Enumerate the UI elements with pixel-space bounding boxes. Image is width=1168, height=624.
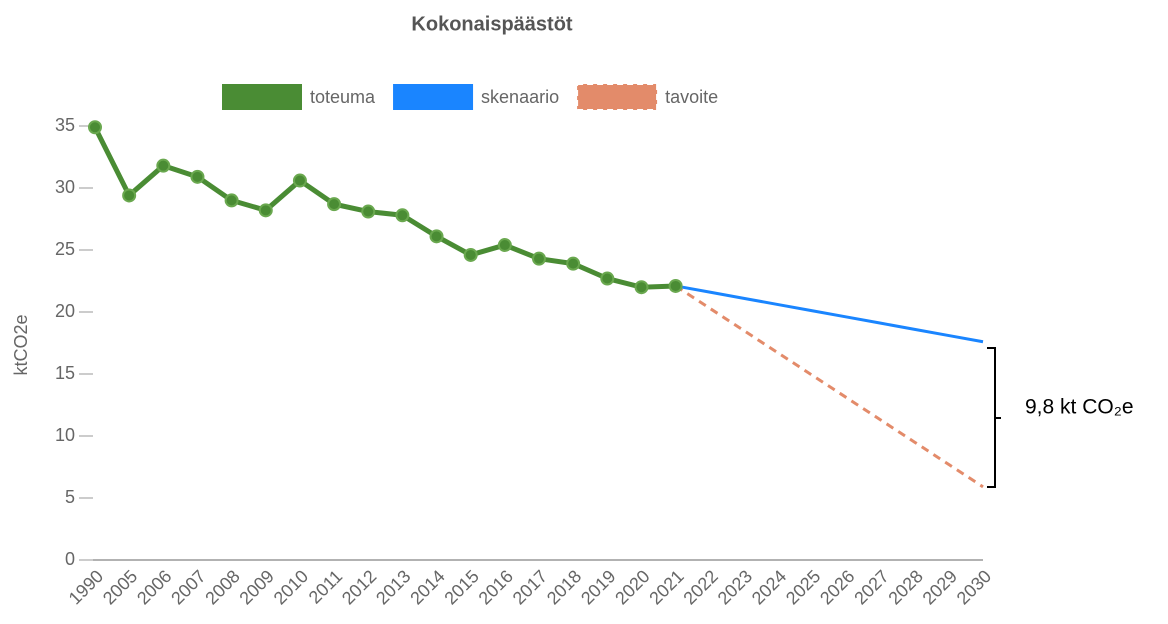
x-tick-label: 2022 — [679, 566, 721, 608]
x-tick-label: 2030 — [953, 566, 995, 608]
x-tick-label: 2017 — [509, 566, 551, 608]
x-tick-label: 2028 — [884, 566, 926, 608]
x-tick-label: 2007 — [167, 566, 209, 608]
marker — [600, 271, 615, 286]
y-tick-label: 10 — [55, 425, 75, 445]
x-tick-label: 2014 — [406, 566, 448, 608]
x-tick-label: 2018 — [543, 566, 585, 608]
marker — [292, 173, 307, 188]
marker — [429, 229, 444, 244]
legend-swatch — [576, 83, 659, 111]
x-tick-label: 2020 — [611, 566, 653, 608]
marker — [122, 188, 137, 203]
marker — [566, 256, 581, 271]
y-tick-label: 35 — [55, 115, 75, 135]
x-tick-label: 2006 — [133, 566, 175, 608]
legend-label: skenaario — [481, 87, 559, 107]
y-tick-label: 15 — [55, 363, 75, 383]
series-line — [674, 284, 984, 489]
marker — [190, 169, 205, 184]
y-tick-label: 25 — [55, 239, 75, 259]
marker — [395, 208, 410, 223]
marker — [532, 251, 546, 266]
x-tick-label: 2019 — [577, 566, 619, 608]
marker — [258, 203, 273, 218]
y-tick-label: 30 — [55, 177, 75, 197]
x-tick-label: 2013 — [372, 566, 414, 608]
legend-label: tavoite — [665, 87, 718, 107]
series-line — [675, 284, 984, 344]
x-tick-label: 2008 — [201, 566, 243, 608]
x-tick-label: 2010 — [270, 566, 312, 608]
legend-swatch — [393, 84, 474, 110]
marker — [463, 247, 478, 262]
x-tick-label: 2025 — [782, 566, 824, 608]
legend-label: toteuma — [310, 87, 376, 107]
series-line — [92, 126, 676, 290]
x-tick-label: 2029 — [919, 566, 961, 608]
marker — [361, 204, 376, 219]
x-tick-label: 2009 — [235, 566, 277, 608]
x-tick-label: 2024 — [748, 566, 790, 608]
marker — [497, 238, 512, 253]
x-tick-label: 2012 — [338, 566, 380, 608]
x-tick-label: 2026 — [816, 566, 858, 608]
annotation: 9,8 kt CO₂e — [1025, 396, 1134, 419]
bracket — [987, 347, 1001, 488]
x-tick-label: 2016 — [475, 566, 517, 608]
y-tick-label: 5 — [65, 487, 75, 507]
marker — [327, 197, 342, 212]
marker — [156, 158, 171, 173]
marker — [224, 193, 239, 208]
marker — [88, 120, 102, 135]
marker — [668, 278, 683, 293]
x-tick-label: 2011 — [305, 566, 347, 608]
x-tick-label: 2015 — [440, 566, 482, 608]
x-tick-label: 1990 — [65, 566, 107, 608]
y-axis-label: ktCO2e — [11, 314, 31, 375]
marker — [634, 280, 649, 295]
x-tick-label: 2027 — [850, 566, 892, 608]
x-tick-label: 2005 — [99, 566, 141, 608]
x-tick-label: 2021 — [645, 566, 687, 608]
legend-swatch — [222, 84, 302, 110]
y-tick-label: 20 — [55, 301, 75, 321]
chart-title: Kokonaispäästöt — [411, 13, 572, 35]
x-tick-label: 2023 — [714, 566, 756, 608]
y-tick-label: 0 — [65, 549, 75, 569]
